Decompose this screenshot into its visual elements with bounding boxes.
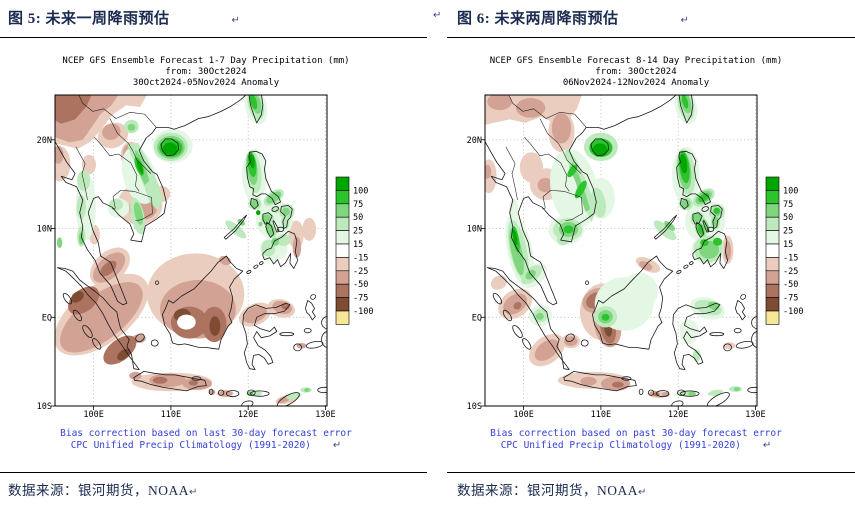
svg-text:130E: 130E: [745, 410, 765, 420]
figure6-caption: 图 6: 未来两周降雨预估 ↵: [457, 7, 689, 28]
svg-text:120E: 120E: [238, 410, 258, 420]
map2-note-line2: CPC Unified Precip Climatology (1991-202…: [500, 439, 772, 451]
colorbar-legend: 100 75 50 25 15 -15 -25 -50 -75 -100: [765, 176, 803, 325]
coastlines: [55, 95, 327, 406]
divider-bottom-left: [0, 472, 427, 473]
svg-text:100E: 100E: [83, 410, 103, 420]
svg-text:-15: -15: [783, 253, 798, 263]
map2-title: NCEP GFS Ensemble Forecast 8-14 Day Prec…: [460, 56, 812, 89]
map-frame: [484, 94, 758, 407]
map-frame: [54, 94, 328, 407]
svg-text:120E: 120E: [668, 410, 688, 420]
grid-lines: [55, 95, 327, 407]
pilcrow-mark: ↵: [680, 15, 690, 26]
svg-text:-25: -25: [783, 267, 798, 277]
map1-note-line1: Bias correction based on last 30-day for…: [60, 428, 352, 439]
svg-text:10N: 10N: [467, 225, 482, 235]
figure-6: NCEP GFS Ensemble Forecast 8-14 Day Prec…: [460, 56, 850, 451]
precip-anomaly-map-week1: 20N 10N EQ 10S 100E 110E 120E 130E 100 75 50 25 15 -1…: [37, 94, 373, 420]
svg-text:75: 75: [353, 200, 363, 210]
svg-text:20N: 20N: [37, 136, 52, 146]
figure-5: NCEP GFS Ensemble Forecast 1-7 Day Preci…: [30, 56, 420, 451]
divider-bottom-right: [447, 472, 855, 473]
svg-text:-100: -100: [353, 307, 373, 317]
pilcrow-mark: ↵: [638, 487, 647, 498]
source-line-left: 数据来源：银河期货，NOAA↵: [8, 483, 198, 498]
svg-text:100: 100: [353, 186, 368, 196]
svg-text:25: 25: [783, 227, 793, 237]
divider-top-left: [0, 37, 427, 38]
map1-title-line1: NCEP GFS Ensemble Forecast 1-7 Day Preci…: [62, 56, 350, 66]
svg-text:110E: 110E: [161, 410, 181, 420]
svg-text:-50: -50: [783, 280, 798, 290]
svg-text:10S: 10S: [467, 402, 482, 412]
svg-text:75: 75: [783, 200, 793, 210]
pilcrow-mark: ↵: [332, 439, 342, 451]
map2-title-line1: NCEP GFS Ensemble Forecast 8-14 Day Prec…: [489, 56, 783, 66]
svg-text:10S: 10S: [37, 402, 52, 412]
map1-title: NCEP GFS Ensemble Forecast 1-7 Day Preci…: [30, 56, 382, 89]
svg-text:110E: 110E: [591, 410, 611, 420]
colorbar-legend: 100 75 50 25 15 -15 -25 -50 -75 -100: [335, 176, 373, 325]
svg-text:-15: -15: [353, 253, 368, 263]
svg-text:130E: 130E: [315, 410, 335, 420]
axis-labels: 20N 10N EQ 10S 100E 110E 120E 130E: [37, 136, 336, 420]
svg-text:50: 50: [783, 213, 793, 223]
svg-text:EQ: EQ: [42, 313, 52, 323]
map2-note-line1: Bias correction based on past 30-day for…: [490, 428, 782, 439]
svg-text:15: 15: [353, 240, 363, 250]
precip-anomaly-map-week2: 20N 10N EQ 10S 100E 110E 120E 130E 100 75 50 25 15 -1…: [467, 94, 803, 420]
svg-text:-25: -25: [353, 267, 368, 277]
figure5-caption: 图 5: 未来一周降雨预估 ↵: [8, 7, 240, 28]
svg-text:25: 25: [353, 227, 363, 237]
coastlines: [485, 95, 757, 406]
figure6-caption-text: 图 6: 未来两周降雨预估: [457, 11, 619, 27]
map1-title-line3: 30Oct2024-05Nov2024 Anomaly: [132, 78, 280, 88]
svg-text:100: 100: [783, 186, 798, 196]
svg-text:100E: 100E: [513, 410, 533, 420]
map2-title-line2: from: 30Oct2024: [595, 67, 677, 77]
map2-note: Bias correction based on past 30-day for…: [460, 428, 812, 451]
map2-title-line3: 06Nov2024-12Nov2024 Anomaly: [562, 78, 710, 88]
pilcrow-mark: ↵: [189, 487, 198, 498]
map1-note-line2: CPC Unified Precip Climatology (1991-202…: [70, 439, 342, 451]
pilcrow-mark: ↵: [762, 439, 772, 451]
svg-text:-50: -50: [353, 280, 368, 290]
svg-text:20N: 20N: [467, 136, 482, 146]
pilcrow-mark: ↵: [231, 15, 241, 26]
svg-text:50: 50: [353, 213, 363, 223]
svg-text:-75: -75: [783, 294, 798, 304]
divider-top-right: [447, 37, 855, 38]
map1-note: Bias correction based on last 30-day for…: [30, 428, 382, 451]
svg-text:-100: -100: [783, 307, 803, 317]
svg-text:EQ: EQ: [472, 313, 482, 323]
source-line-right: 数据来源：银河期货，NOAA↵: [457, 483, 647, 498]
axis-labels: 20N 10N EQ 10S 100E 110E 120E 130E: [467, 136, 766, 420]
svg-text:15: 15: [783, 240, 793, 250]
pilcrow-mark: ↵: [433, 10, 442, 21]
anomaly-shading: [55, 95, 317, 405]
anomaly-shading: [485, 95, 742, 398]
map1-title-line2: from: 30Oct2024: [165, 67, 247, 77]
figure5-caption-text: 图 5: 未来一周降雨预估: [8, 11, 170, 27]
svg-text:10N: 10N: [37, 225, 52, 235]
svg-text:-75: -75: [353, 294, 368, 304]
